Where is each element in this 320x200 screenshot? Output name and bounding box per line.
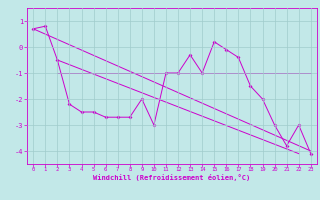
- X-axis label: Windchill (Refroidissement éolien,°C): Windchill (Refroidissement éolien,°C): [93, 174, 251, 181]
